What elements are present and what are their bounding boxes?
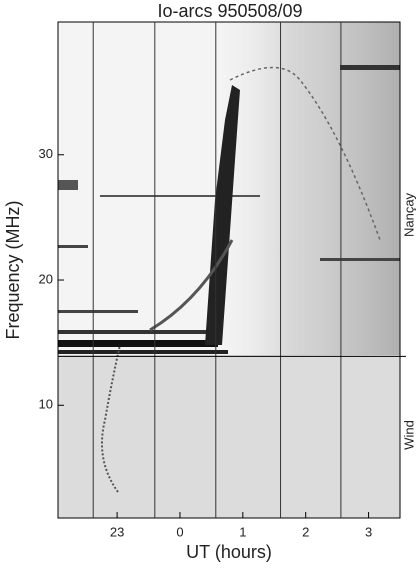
spectrogram-texture xyxy=(58,22,400,518)
region-label: Wind xyxy=(401,420,416,450)
x-tick-label: 0 xyxy=(176,524,183,539)
x-tick-label: 3 xyxy=(365,524,372,539)
x-tick-label: 1 xyxy=(239,524,246,539)
x-axis-label: UT (hours) xyxy=(186,542,272,562)
x-tick-label: 23 xyxy=(110,524,124,539)
region-label: Nançay xyxy=(401,192,416,237)
plot-frame xyxy=(57,21,401,519)
y-axis-label: Frequency (MHz) xyxy=(3,200,23,339)
y-tick-label: 10 xyxy=(39,397,53,412)
x-tick-label: 2 xyxy=(302,524,309,539)
chart-title: Io-arcs 950508/09 xyxy=(157,1,302,21)
y-tick-label: 20 xyxy=(39,271,53,286)
y-tick-label: 30 xyxy=(39,146,53,161)
